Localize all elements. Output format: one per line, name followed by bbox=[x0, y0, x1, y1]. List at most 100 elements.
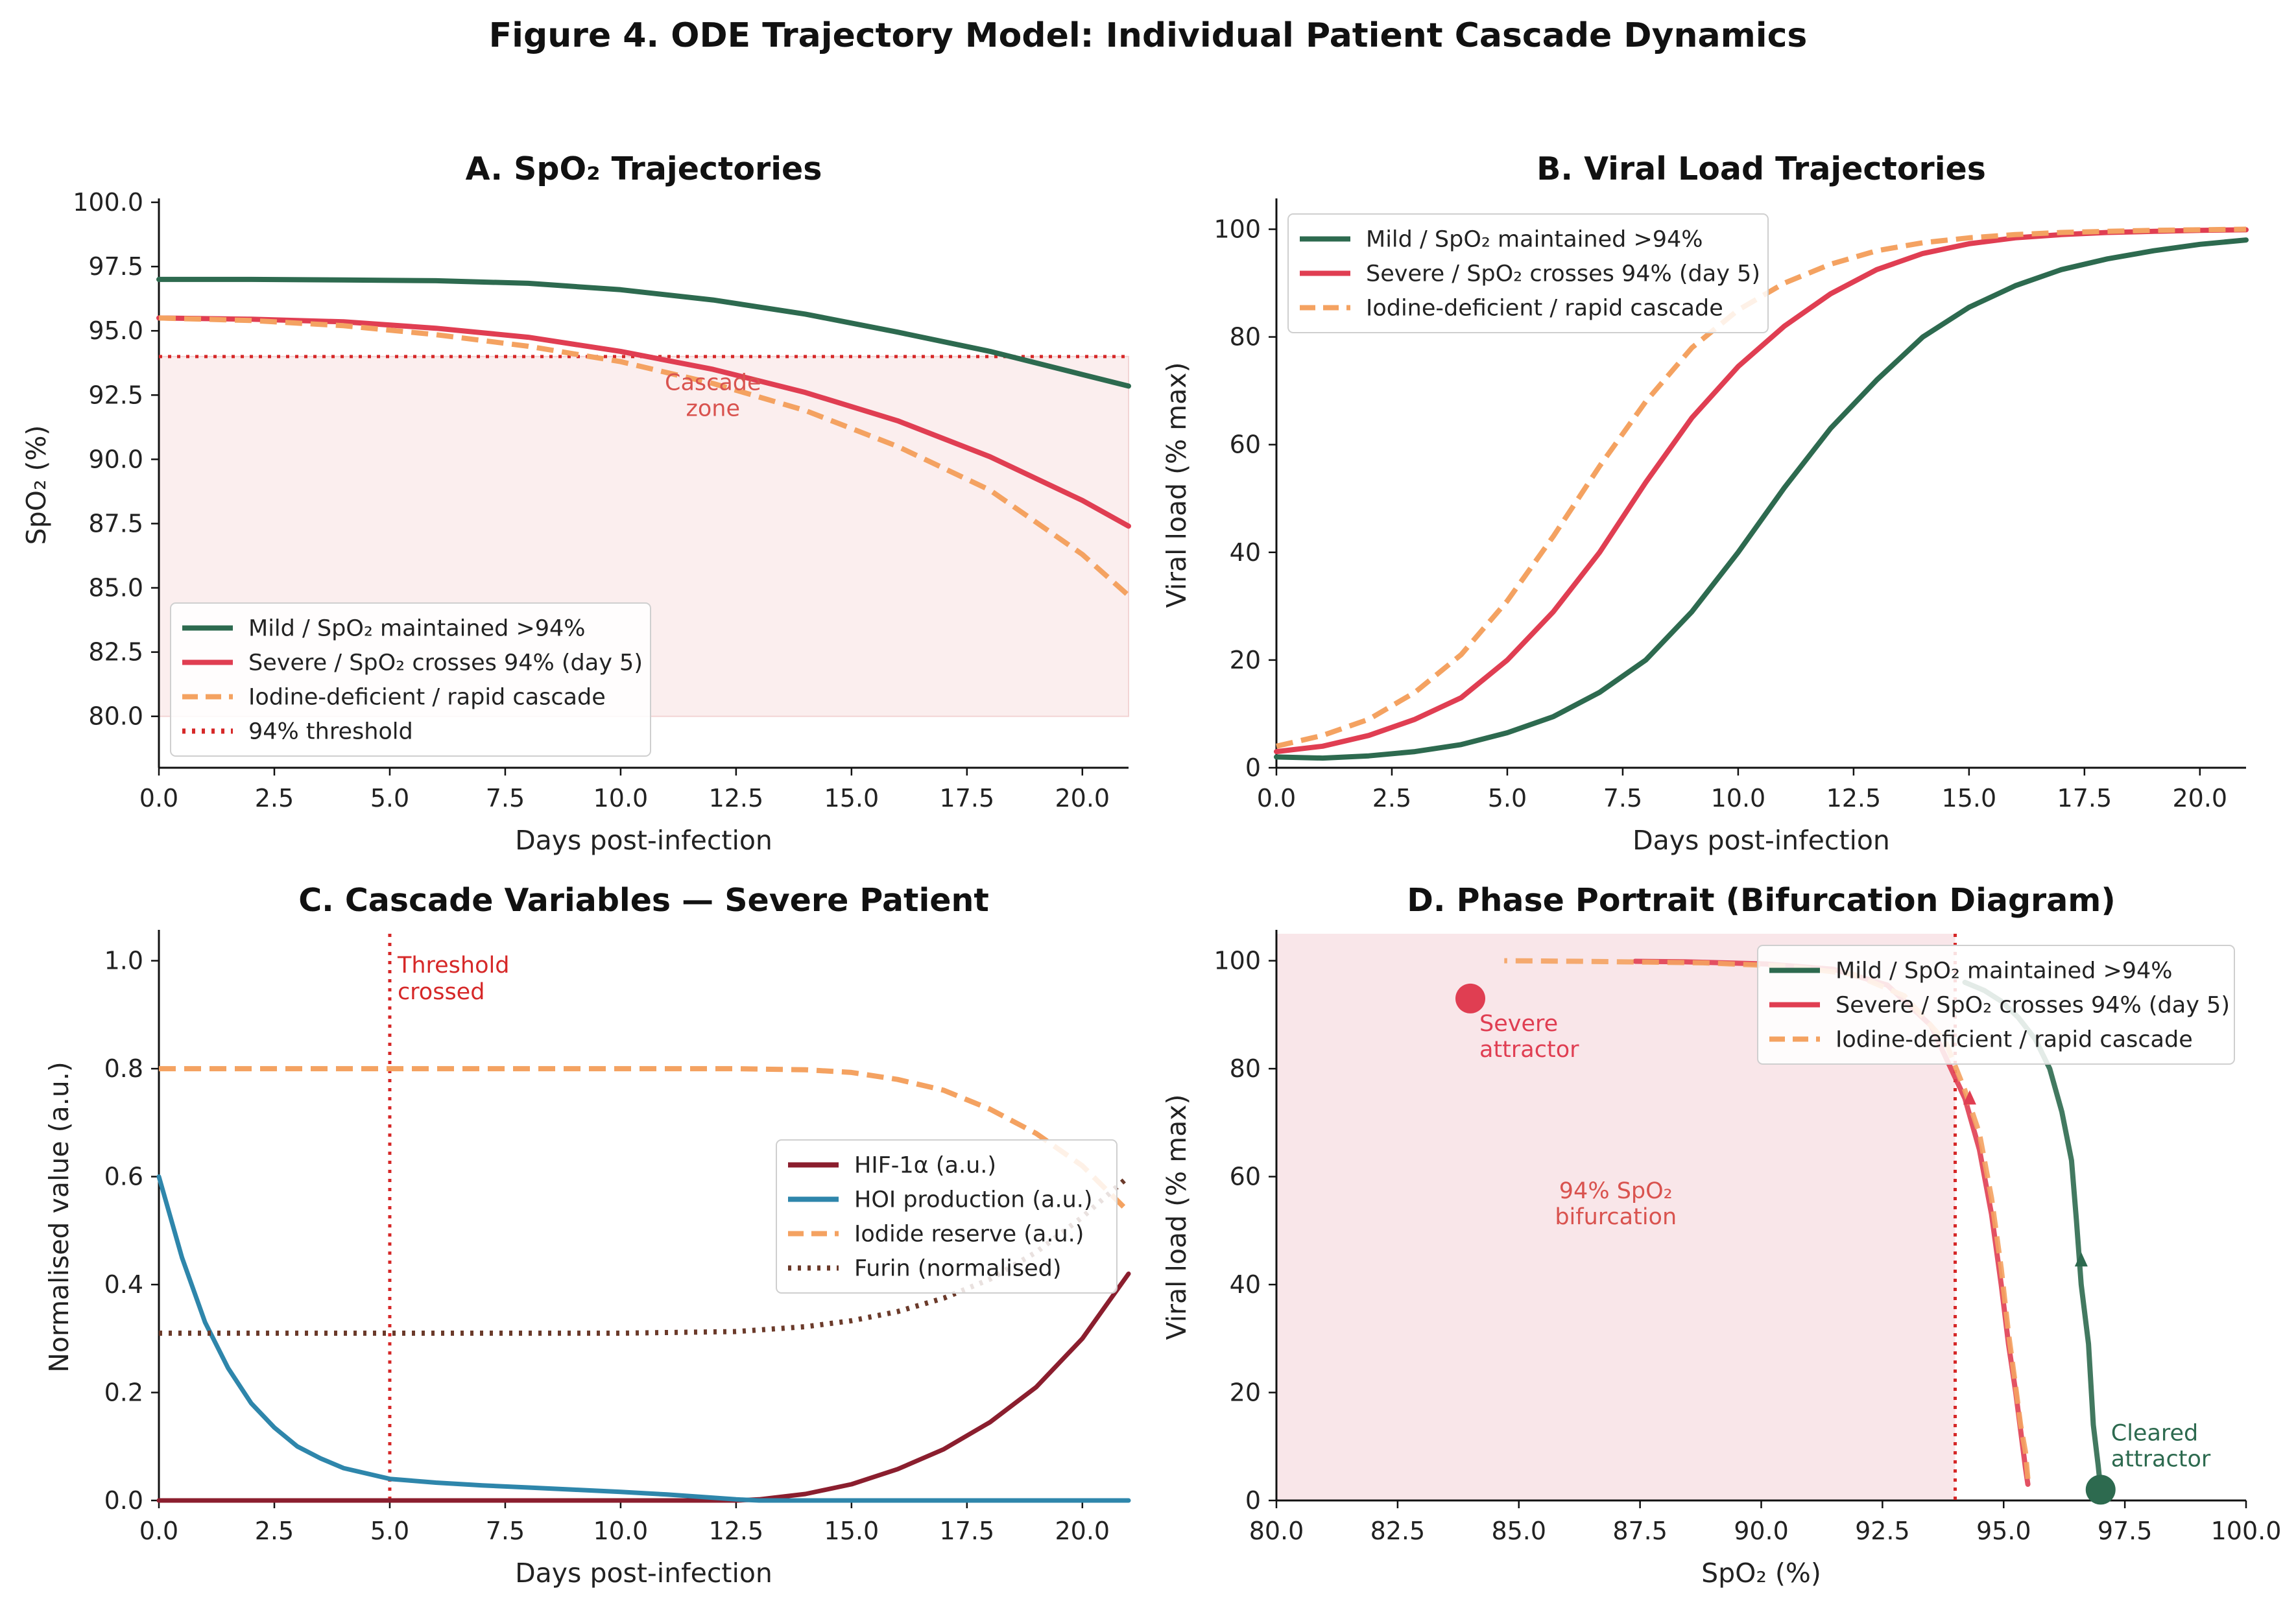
b-y-tick-label: 40 bbox=[1230, 538, 1261, 567]
b-y-tick-label: 60 bbox=[1230, 431, 1261, 459]
c-x-tick-label: 5.0 bbox=[370, 1517, 409, 1545]
d-y-tick-label: 20 bbox=[1230, 1379, 1261, 1407]
d-legend-label: Mild / SpO₂ maintained >94% bbox=[1836, 958, 2173, 984]
a-x-tick-label: 12.5 bbox=[709, 784, 764, 812]
d-attractor-label-2: attractor bbox=[1479, 1037, 1579, 1063]
a-x-tick-label: 0.0 bbox=[139, 784, 178, 812]
d-legend-label: Iodine-deficient / rapid cascade bbox=[1836, 1027, 2193, 1053]
c-x-tick-label: 17.5 bbox=[940, 1517, 995, 1545]
c-title: C. Cascade Variables — Severe Patient bbox=[298, 882, 989, 919]
b-legend-label: Severe / SpO₂ crosses 94% (day 5) bbox=[1366, 261, 1760, 287]
a-x-tick-label: 2.5 bbox=[255, 784, 294, 812]
d-y-label: Viral load (% max) bbox=[1161, 1095, 1192, 1340]
d-x-tick-label: 97.5 bbox=[2098, 1517, 2153, 1545]
d-legend-box bbox=[1757, 945, 2235, 1065]
a-y-tick-label: 80.0 bbox=[88, 702, 143, 731]
b-x-tick-label: 17.5 bbox=[2057, 784, 2112, 812]
a-series-severe-line bbox=[156, 315, 1131, 529]
a-legend-box bbox=[170, 602, 651, 757]
d-y-tick-label: 100 bbox=[1214, 947, 1261, 975]
a-y-tick-label: 95.0 bbox=[88, 316, 143, 345]
b-legend-label: Iodine-deficient / rapid cascade bbox=[1366, 296, 1723, 322]
d-x-tick-label: 87.5 bbox=[1612, 1517, 1668, 1545]
panel-d: 80.0 82.5 85.0 87.5 90.0 92.5 95.0 97.5 100.0 0 20… bbox=[1161, 882, 2281, 1589]
b-x-tick-label: 2.5 bbox=[1372, 784, 1411, 812]
b-x-tick-label: 20.0 bbox=[2173, 784, 2228, 812]
b-x-tick-label: 10.0 bbox=[1711, 784, 1766, 812]
c-y-tick-label: 1.0 bbox=[104, 947, 143, 975]
d-title: D. Phase Portrait (Bifurcation Diagram) bbox=[1407, 882, 2115, 919]
a-series-mild-line bbox=[156, 276, 1131, 389]
d-x-tick-label: 80.0 bbox=[1249, 1517, 1304, 1545]
c-x-tick-label: 12.5 bbox=[709, 1517, 764, 1545]
a-y-tick-label: 97.5 bbox=[88, 252, 143, 281]
c-series-hif-line bbox=[156, 1271, 1131, 1503]
c-y-tick-label: 0.4 bbox=[104, 1270, 143, 1299]
panel-c: 0.0 2.5 5.0 7.5 10.0 12.5 15.0 17.5 20.0 0.0 0.2 0.… bbox=[43, 882, 1131, 1589]
b-legend-label: Mild / SpO₂ maintained >94% bbox=[1366, 227, 1703, 253]
a-y-label: SpO₂ (%) bbox=[21, 425, 52, 545]
d-mild-arrow bbox=[2074, 1252, 2088, 1267]
a-legend-label: Mild / SpO₂ maintained >94% bbox=[248, 616, 586, 642]
c-y-tick-label: 0.6 bbox=[104, 1163, 143, 1191]
figure-title: Figure 4. ODE Trajectory Model: Individu… bbox=[489, 16, 1808, 55]
b-x-tick-label: 0.0 bbox=[1257, 784, 1296, 812]
a-y-tick-label: 92.5 bbox=[88, 381, 143, 409]
b-y-tick-label: 100 bbox=[1214, 215, 1261, 244]
b-series-iodine-line bbox=[1276, 226, 2247, 749]
c-vline-label-1: Threshold bbox=[397, 953, 510, 978]
c-y-tick-label: 0.8 bbox=[104, 1054, 143, 1083]
d-series-iodine-line bbox=[1504, 958, 2031, 1480]
c-legend-label: HIF-1α (a.u.) bbox=[854, 1153, 996, 1179]
a-series-iodine-line bbox=[158, 315, 1130, 598]
d-bifurcation-label-2: bifurcation bbox=[1555, 1204, 1677, 1230]
a-x-tick-label: 15.0 bbox=[824, 784, 879, 812]
c-legend-label: Iodide reserve (a.u.) bbox=[854, 1222, 1084, 1248]
a-x-tick-label: 10.0 bbox=[593, 784, 649, 812]
a-x-label: Days post-infection bbox=[515, 825, 772, 856]
a-y-tick-label: 82.5 bbox=[88, 638, 143, 667]
b-title: B. Viral Load Trajectories bbox=[1537, 150, 1986, 187]
c-y-tick-label: 0.0 bbox=[104, 1486, 143, 1515]
panel-a: 0.0 2.5 5.0 7.5 10.0 12.5 15.0 17.5 20.0 80.0 82.5… bbox=[21, 150, 1131, 856]
c-y-label: Normalised value (a.u.) bbox=[43, 1061, 75, 1373]
d-x-label: SpO₂ (%) bbox=[1701, 1558, 1821, 1589]
c-vline-label-2: crossed bbox=[398, 979, 485, 1005]
d-x-tick-label: 90.0 bbox=[1734, 1517, 1789, 1545]
a-y-tick-label: 87.5 bbox=[88, 509, 143, 538]
b-x-label: Days post-infection bbox=[1632, 825, 1890, 856]
d-x-tick-label: 85.0 bbox=[1491, 1517, 1546, 1545]
a-x-tick-label: 20.0 bbox=[1055, 784, 1110, 812]
b-legend-box bbox=[1287, 213, 1769, 333]
c-series-hoi-line bbox=[156, 1174, 1131, 1503]
a-y-tick-label: 90.0 bbox=[88, 445, 143, 473]
c-x-tick-label: 0.0 bbox=[139, 1517, 178, 1545]
a-title: A. SpO₂ Trajectories bbox=[466, 150, 822, 187]
a-x-tick-label: 17.5 bbox=[940, 784, 995, 812]
a-y-tick-label: 85.0 bbox=[88, 574, 143, 602]
a-legend-label: Severe / SpO₂ crosses 94% (day 5) bbox=[248, 650, 643, 676]
d-attractor-label-1: Cleared bbox=[2111, 1420, 2199, 1446]
d-attractor-label-1: Severe bbox=[1479, 1011, 1558, 1037]
c-legend-box bbox=[776, 1139, 1118, 1294]
b-x-tick-label: 15.0 bbox=[1942, 784, 1997, 812]
d-attractor-mild bbox=[2085, 1475, 2116, 1505]
b-y-tick-label: 0 bbox=[1245, 753, 1261, 782]
a-annotation-2: zone bbox=[686, 396, 741, 421]
d-attractor-label-2: attractor bbox=[2111, 1446, 2211, 1472]
d-legend-label: Severe / SpO₂ crosses 94% (day 5) bbox=[1836, 993, 2230, 1019]
c-legend-label: HOI production (a.u.) bbox=[854, 1187, 1093, 1213]
d-x-tick-label: 100.0 bbox=[2211, 1517, 2282, 1545]
b-y-tick-label: 80 bbox=[1230, 323, 1261, 351]
c-series-iodine-line bbox=[159, 1066, 1130, 1214]
c-x-tick-label: 15.0 bbox=[824, 1517, 879, 1545]
b-x-tick-label: 12.5 bbox=[1826, 784, 1882, 812]
c-legend-label: Furin (normalised) bbox=[854, 1256, 1061, 1282]
a-legend-label: 94% threshold bbox=[248, 719, 413, 745]
a-annotation-1: Cascade bbox=[665, 370, 761, 396]
d-y-tick-label: 60 bbox=[1230, 1163, 1261, 1191]
a-y-tick-label: 100.0 bbox=[73, 188, 143, 217]
d-x-tick-label: 82.5 bbox=[1370, 1517, 1426, 1545]
b-y-tick-label: 20 bbox=[1230, 646, 1261, 674]
